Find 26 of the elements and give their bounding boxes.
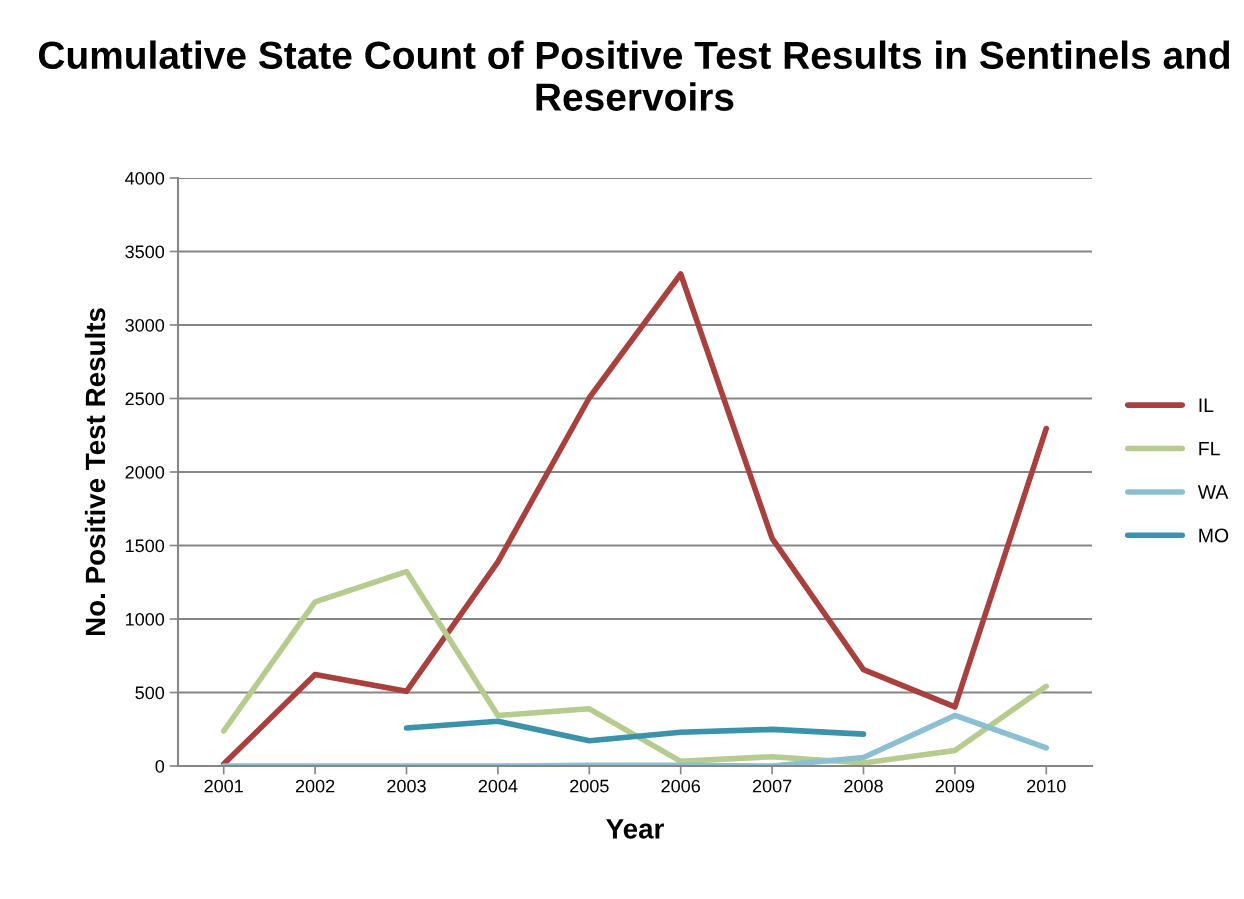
y-tick-label: 1500 [126, 539, 165, 553]
chart-title: Cumulative State Count of Positive Test Results in Sentinels and Reservoirs [38, 40, 1230, 111]
y-tick-label: 2000 [125, 465, 165, 479]
y-tick-label: 1000 [126, 612, 165, 626]
x-axis-title: Year [606, 819, 664, 839]
legend-label: WA [1197, 485, 1229, 499]
x-tick-label: 2008 [844, 779, 883, 793]
y-tick-label: 4000 [125, 171, 165, 185]
x-tick-label: 2010 [1027, 779, 1066, 793]
legend-label: FL [1199, 441, 1220, 456]
x-tick-label: 2002 [295, 779, 335, 793]
x-tick-label: 2003 [387, 779, 426, 793]
x-tick-label: 2001 [204, 779, 243, 793]
y-tick-label: 500 [135, 686, 165, 700]
y-tick-label: 0 [155, 759, 165, 773]
legend-label: MO [1199, 528, 1229, 543]
x-tick-label: 2006 [661, 779, 700, 793]
x-tick-label: 2007 [752, 779, 792, 793]
y-axis-title: No. Positive Test Results [84, 308, 106, 636]
legend-label: IL [1199, 398, 1214, 412]
y-tick-label: 3500 [125, 245, 165, 259]
x-tick-label: 2005 [570, 779, 609, 793]
x-tick-label: 2004 [478, 779, 518, 793]
x-tick-label: 2009 [935, 779, 975, 793]
y-tick-label: 2500 [125, 392, 165, 406]
y-tick-label: 3000 [125, 318, 165, 332]
